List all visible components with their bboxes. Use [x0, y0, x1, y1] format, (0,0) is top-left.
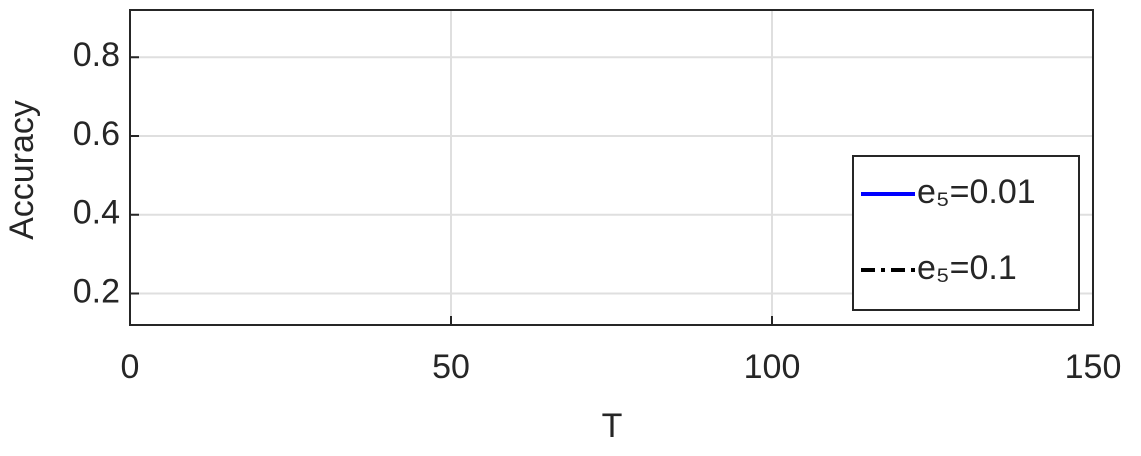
legend-label: e₅=0.1	[917, 249, 1017, 287]
x-axis-label: T	[602, 407, 623, 445]
x-tick-label: 100	[744, 348, 801, 386]
legend-box	[852, 155, 1080, 311]
plot-border	[129, 9, 1094, 326]
y-tick-label: 0.6	[73, 115, 120, 153]
x-tick-label: 50	[432, 348, 470, 386]
y-tick-label: 0.8	[73, 36, 120, 74]
y-axis-label: Accuracy	[3, 100, 41, 240]
legend-label: e₅=0.01	[917, 173, 1036, 211]
x-tick-label: 150	[1065, 348, 1122, 386]
x-tick-label: 0	[121, 348, 140, 386]
y-tick-label: 0.2	[73, 272, 120, 310]
y-tick-label: 0.4	[73, 194, 120, 232]
